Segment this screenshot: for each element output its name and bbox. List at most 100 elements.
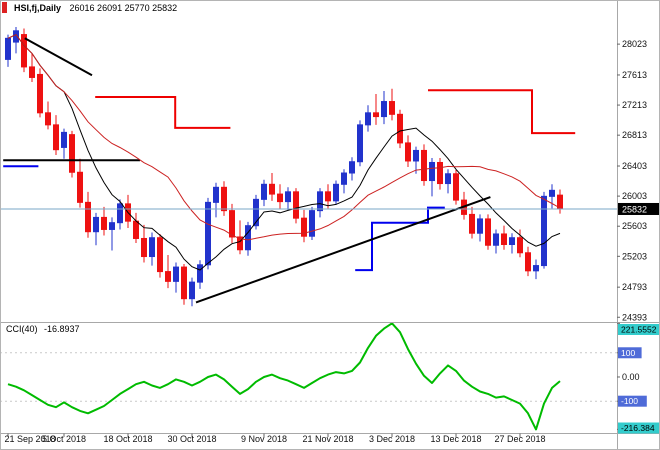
candle-body <box>357 124 363 163</box>
candle-body <box>309 210 315 237</box>
cci-axis-badge <box>618 395 647 407</box>
cci-axis-badge-label: 221.5552 <box>621 325 657 335</box>
cci-axis-label: 0.00 <box>622 372 640 382</box>
ma-slow-line <box>7 33 561 241</box>
date-axis-label: 9 Nov 2018 <box>241 434 287 444</box>
date-axis-label: 30 Oct 2018 <box>167 434 216 444</box>
candle-body <box>37 73 43 114</box>
candle-body <box>277 193 283 203</box>
candle-body <box>301 217 307 237</box>
candle-body <box>149 237 155 258</box>
ma-fast-line <box>7 33 561 271</box>
candle-body <box>101 216 107 230</box>
candle-body <box>237 236 243 251</box>
candle-body <box>29 66 35 78</box>
candle-body <box>485 218 491 246</box>
resistance-step-1 <box>95 96 231 129</box>
candle-body <box>85 201 91 233</box>
candle-body <box>333 183 339 202</box>
price-axis-label: 24793 <box>622 282 647 292</box>
candle-body <box>21 34 27 68</box>
support-step-2 <box>355 206 445 272</box>
date-axis-label: 13 Dec 2018 <box>430 434 481 444</box>
date-axis-label: 21 Sep 2018 <box>4 434 55 444</box>
candle-body <box>421 149 427 182</box>
candle-body <box>285 191 291 203</box>
candle-body <box>381 101 387 118</box>
candle-body <box>213 186 219 203</box>
candle-body <box>117 203 123 224</box>
price-axis-label: 26813 <box>622 130 647 140</box>
candle-body <box>397 113 403 144</box>
candle-body <box>541 195 547 267</box>
candle-body <box>157 237 163 273</box>
candle-body <box>525 252 531 272</box>
date-axis-label: 18 Oct 2018 <box>103 434 152 444</box>
candle-body <box>69 134 75 173</box>
candle-body <box>317 191 323 212</box>
candle-body <box>77 171 83 203</box>
current-price-badge <box>618 202 659 215</box>
candle-body <box>141 237 147 258</box>
cci-axis-badge-label: 100 <box>621 348 635 358</box>
candle-body <box>293 191 299 219</box>
candle-body <box>133 220 139 239</box>
candle-body <box>509 237 515 245</box>
date-axis-label: 3 Dec 2018 <box>369 434 415 444</box>
cci-axis-badge <box>618 324 660 335</box>
candle-body <box>349 161 355 174</box>
candle-body <box>533 265 539 272</box>
price-axis-label: 27613 <box>622 70 647 80</box>
candle-body <box>325 191 331 202</box>
candle-body <box>429 161 435 182</box>
price-axis-label: 28023 <box>622 39 647 49</box>
candle-body <box>405 142 411 162</box>
candle-body <box>109 222 115 230</box>
candle-body <box>165 271 171 282</box>
candle-body <box>437 161 443 185</box>
candle-body <box>549 189 555 197</box>
price-axis-label: 25203 <box>622 251 647 261</box>
cci-axis-badge-label: -100 <box>621 396 638 406</box>
candle-body <box>253 198 259 227</box>
trendline-upper[interactable] <box>24 37 93 77</box>
candle-body <box>269 183 275 195</box>
candle-body <box>221 186 227 212</box>
candle-body <box>413 149 419 162</box>
candle-body <box>445 173 451 185</box>
candle-body <box>373 112 379 118</box>
candle-body <box>93 216 99 233</box>
trendline-ascending[interactable] <box>195 196 491 304</box>
candle-body <box>501 233 507 245</box>
candle-body <box>389 101 395 115</box>
candle-body <box>477 218 483 234</box>
date-axis-label: 21 Nov 2018 <box>302 434 353 444</box>
candle-body <box>341 172 347 185</box>
candle-body <box>197 264 203 283</box>
candle-body <box>245 225 251 251</box>
candle-body <box>61 131 67 148</box>
candle-body <box>365 112 371 126</box>
current-price-badge-label: 25832 <box>622 204 647 214</box>
candle-body <box>493 233 499 246</box>
candle-body <box>261 183 267 200</box>
candle-body <box>173 266 179 282</box>
date-axis-label: 27 Dec 2018 <box>494 434 545 444</box>
candle-body <box>5 37 11 60</box>
candle-body <box>189 281 195 300</box>
price-axis-label: 27213 <box>622 100 647 110</box>
cci-axis-badge-label: -216.384 <box>621 423 655 433</box>
cci-axis-badge <box>618 422 660 434</box>
price-axis-label: 25603 <box>622 221 647 231</box>
candle-body <box>45 112 51 126</box>
cci-line <box>7 322 561 431</box>
candle-body <box>469 213 475 234</box>
candle-body <box>517 237 523 254</box>
candle-body <box>181 266 187 300</box>
price-axis-label: 24393 <box>622 312 647 322</box>
price-axis-label: 26403 <box>622 161 647 171</box>
price-axis-label: 26003 <box>622 191 647 201</box>
cci-axis-badge <box>618 347 642 359</box>
